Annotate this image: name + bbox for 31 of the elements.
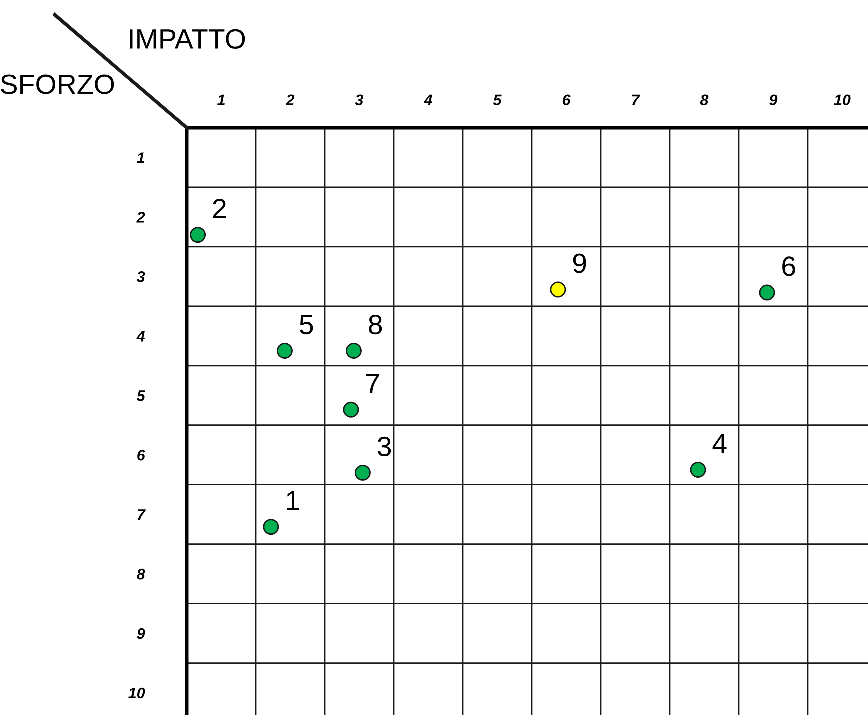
annotation: 8 bbox=[369, 314, 382, 335]
y-tick-label: 1 bbox=[137, 152, 145, 164]
y-tick-label: 10 bbox=[128, 688, 146, 699]
x-tick-label: 9 bbox=[770, 94, 778, 106]
x-tick-label: 8 bbox=[700, 94, 709, 106]
annotation: 1 bbox=[287, 491, 300, 510]
y-tick-label: 7 bbox=[138, 510, 146, 520]
annotation: 4 bbox=[712, 434, 727, 454]
x-tick-label: 5 bbox=[493, 94, 502, 106]
y-axis-title: SFORZO bbox=[1, 74, 114, 94]
x-axis-title: IMPATTO bbox=[130, 29, 246, 50]
y-tick-label: 8 bbox=[137, 568, 146, 580]
y-tick-label: 4 bbox=[136, 331, 146, 342]
x-tick-label: 2 bbox=[286, 94, 295, 106]
y-tick-label: 9 bbox=[137, 628, 146, 640]
annotation: 6 bbox=[782, 256, 796, 276]
y-tick-label: 2 bbox=[136, 212, 146, 223]
x-tick-label: 3 bbox=[355, 94, 364, 106]
annotation: 2 bbox=[213, 198, 226, 218]
annotation: 7 bbox=[366, 374, 380, 394]
x-tick-label: 6 bbox=[562, 94, 571, 106]
annotation: 3 bbox=[378, 436, 392, 457]
x-tick-label: 10 bbox=[834, 94, 851, 106]
y-tick-label: 6 bbox=[138, 450, 146, 461]
annotation: 9 bbox=[573, 254, 586, 274]
x-tick-label: 4 bbox=[424, 94, 432, 106]
y-tick-label: 3 bbox=[136, 272, 146, 282]
x-tick-label: 1 bbox=[217, 94, 225, 106]
x-tick-label: 7 bbox=[632, 94, 640, 106]
annotation: 5 bbox=[300, 315, 314, 335]
y-tick-label: 5 bbox=[136, 390, 146, 402]
